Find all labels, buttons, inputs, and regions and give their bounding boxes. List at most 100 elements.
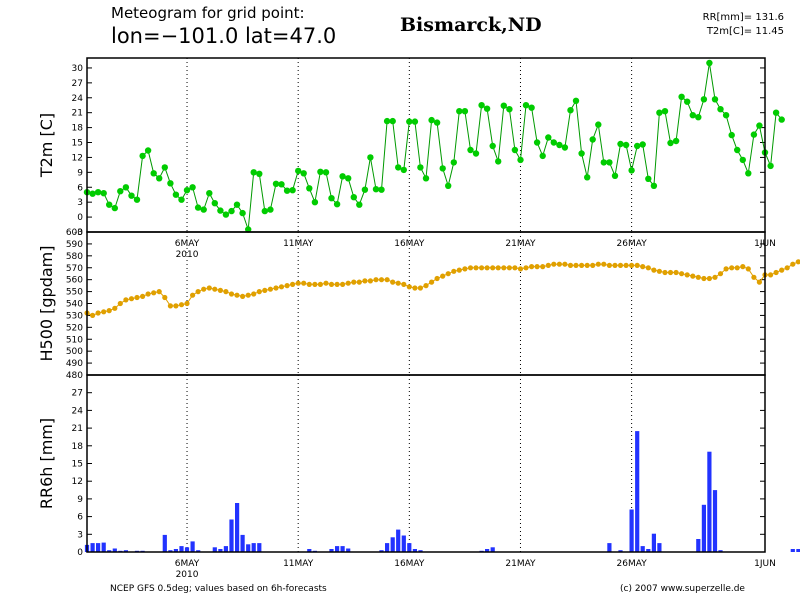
y-tick-label: 24 [72,406,84,416]
h500-point [729,265,735,271]
h500-point [140,293,146,299]
h500-point [390,279,396,285]
t2m-point [689,112,696,119]
rr6h-bar [485,549,490,552]
x-tick-label: 6MAY [175,239,200,249]
y-tick-label: 6 [77,513,83,523]
t2m-point [567,107,574,114]
t2m-point [206,190,213,197]
t2m-point [250,169,257,176]
t2m-point [645,175,652,182]
y-tick-label: 560 [66,276,83,286]
rr6h-bar [379,550,384,552]
h500-point [251,291,257,297]
rr6h-bar [640,546,645,552]
h500-point [356,279,362,285]
h500-point [295,280,301,286]
t2m-point [417,164,424,171]
h500-point [740,264,746,270]
t2m-point [378,186,385,193]
t2m-point [261,207,268,215]
t2m-point [167,180,174,187]
t2m-point [200,206,207,213]
rr6h-bar [396,529,401,552]
t2m-point [634,142,641,150]
rr6h-bar [90,543,95,552]
h500-point [623,262,629,268]
rr6h-bar [218,549,223,552]
x-tick-label: 16MAY [394,239,425,249]
x-tick-label: 1JUN [754,559,776,569]
rr6h-bar [212,547,217,552]
t2m-point [522,102,530,109]
h500-point [223,289,229,295]
t2m-point [584,174,591,181]
t2m-point [211,200,218,207]
h500-point [473,265,479,271]
h500-point [317,281,323,287]
h500-point [345,280,351,286]
h500-point [595,261,601,267]
t2m-point [495,158,502,165]
rr6h-bar [179,546,184,552]
h500-point [190,292,196,298]
t2m-point [178,196,185,203]
h500-point [490,265,496,271]
t2m-point [128,192,135,199]
rr6h-bar [168,550,173,552]
t2m-point [461,108,469,115]
y-tick-label: 6 [77,183,83,193]
t2m-point [256,170,263,177]
t2m-point [111,204,119,212]
rr6h-bar [412,549,417,552]
h500-point [734,265,740,271]
t2m-point [533,139,541,146]
t2m-point [778,116,785,123]
y-tick-label: 540 [66,300,83,310]
t2m-point [661,108,669,115]
t2m-point [339,173,346,180]
rr6h-bar [718,550,723,552]
t2m-point [94,189,102,196]
h500-point [634,262,640,268]
y-tick-label: 18 [72,124,84,134]
rr6h-bar [385,543,390,552]
t2m-series-line [86,62,783,230]
h500-point [662,269,668,276]
rr6h-bar [184,547,190,552]
h500-point [723,266,729,272]
h500-point [206,285,212,291]
x-tick-label: 26MAY [617,559,648,569]
t2m-point [333,201,341,208]
t2m-point [295,167,302,175]
x-tick-label: 11MAY [283,239,314,249]
y-tick-label: 15 [72,460,83,470]
t2m-point [511,146,519,154]
h500-point [128,296,135,302]
h500-point [212,286,218,292]
t2m-point [600,159,607,166]
t2m-point [628,167,635,174]
h500-point [195,289,201,295]
t2m-point [428,116,435,124]
t2m-point [611,172,619,179]
h500-point [351,279,357,285]
h500-point [684,272,690,278]
y-tick-label: 12 [72,153,83,163]
h500-point [745,266,751,272]
t2m-point [639,141,646,148]
rr6h-bar [701,504,706,552]
t2m-point [306,185,313,192]
x-tick-label: 26MAY [617,239,648,249]
t2m-point [400,166,407,174]
h500-point [495,265,501,271]
rr6h-bar [307,549,312,552]
source-note: NCEP GFS 0.5deg; values based on 6h-fore… [110,584,327,594]
t2m-point [89,190,96,197]
t2m-point [528,104,535,111]
h500-point [534,264,540,270]
h500-point [590,262,596,268]
rr6h-bar [418,550,423,552]
t2m-point [483,105,491,112]
t2m-point [595,121,602,128]
